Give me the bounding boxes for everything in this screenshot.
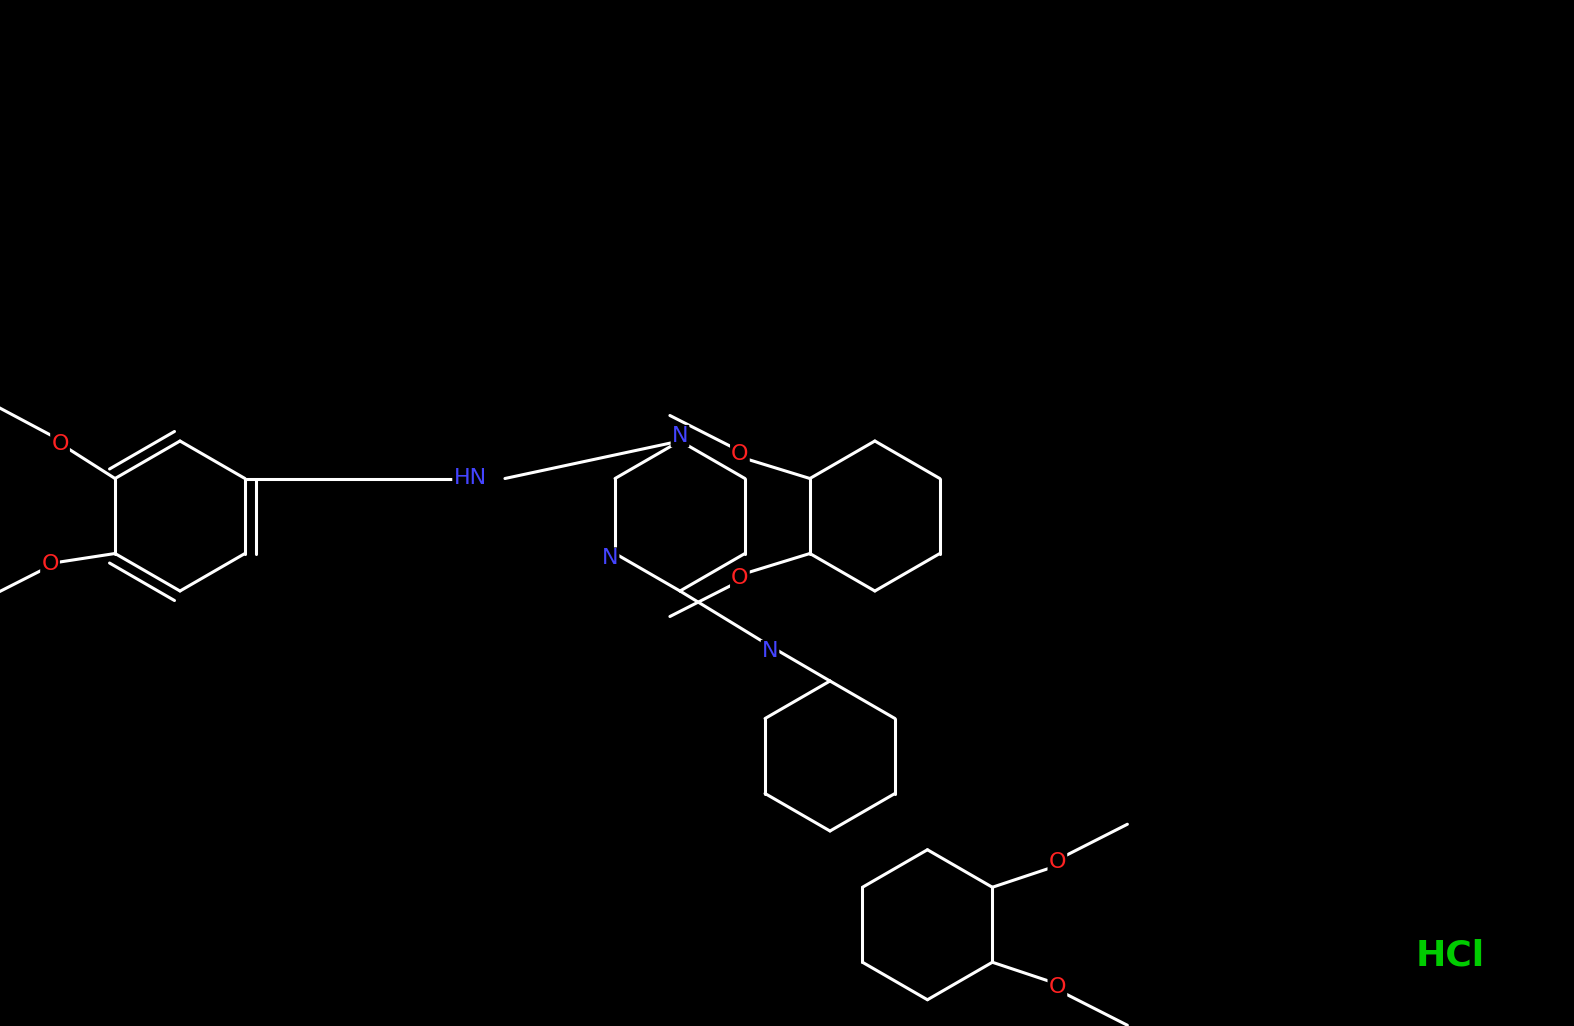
Text: N: N <box>762 641 778 661</box>
Text: O: O <box>41 553 58 574</box>
Text: N: N <box>672 426 688 446</box>
Text: HCl: HCl <box>1415 939 1484 973</box>
Text: HN: HN <box>453 469 486 488</box>
Text: O: O <box>732 568 749 589</box>
Text: O: O <box>1048 977 1066 997</box>
Text: O: O <box>1048 853 1066 872</box>
Text: O: O <box>732 443 749 464</box>
Text: N: N <box>601 549 619 568</box>
Text: O: O <box>52 434 69 453</box>
